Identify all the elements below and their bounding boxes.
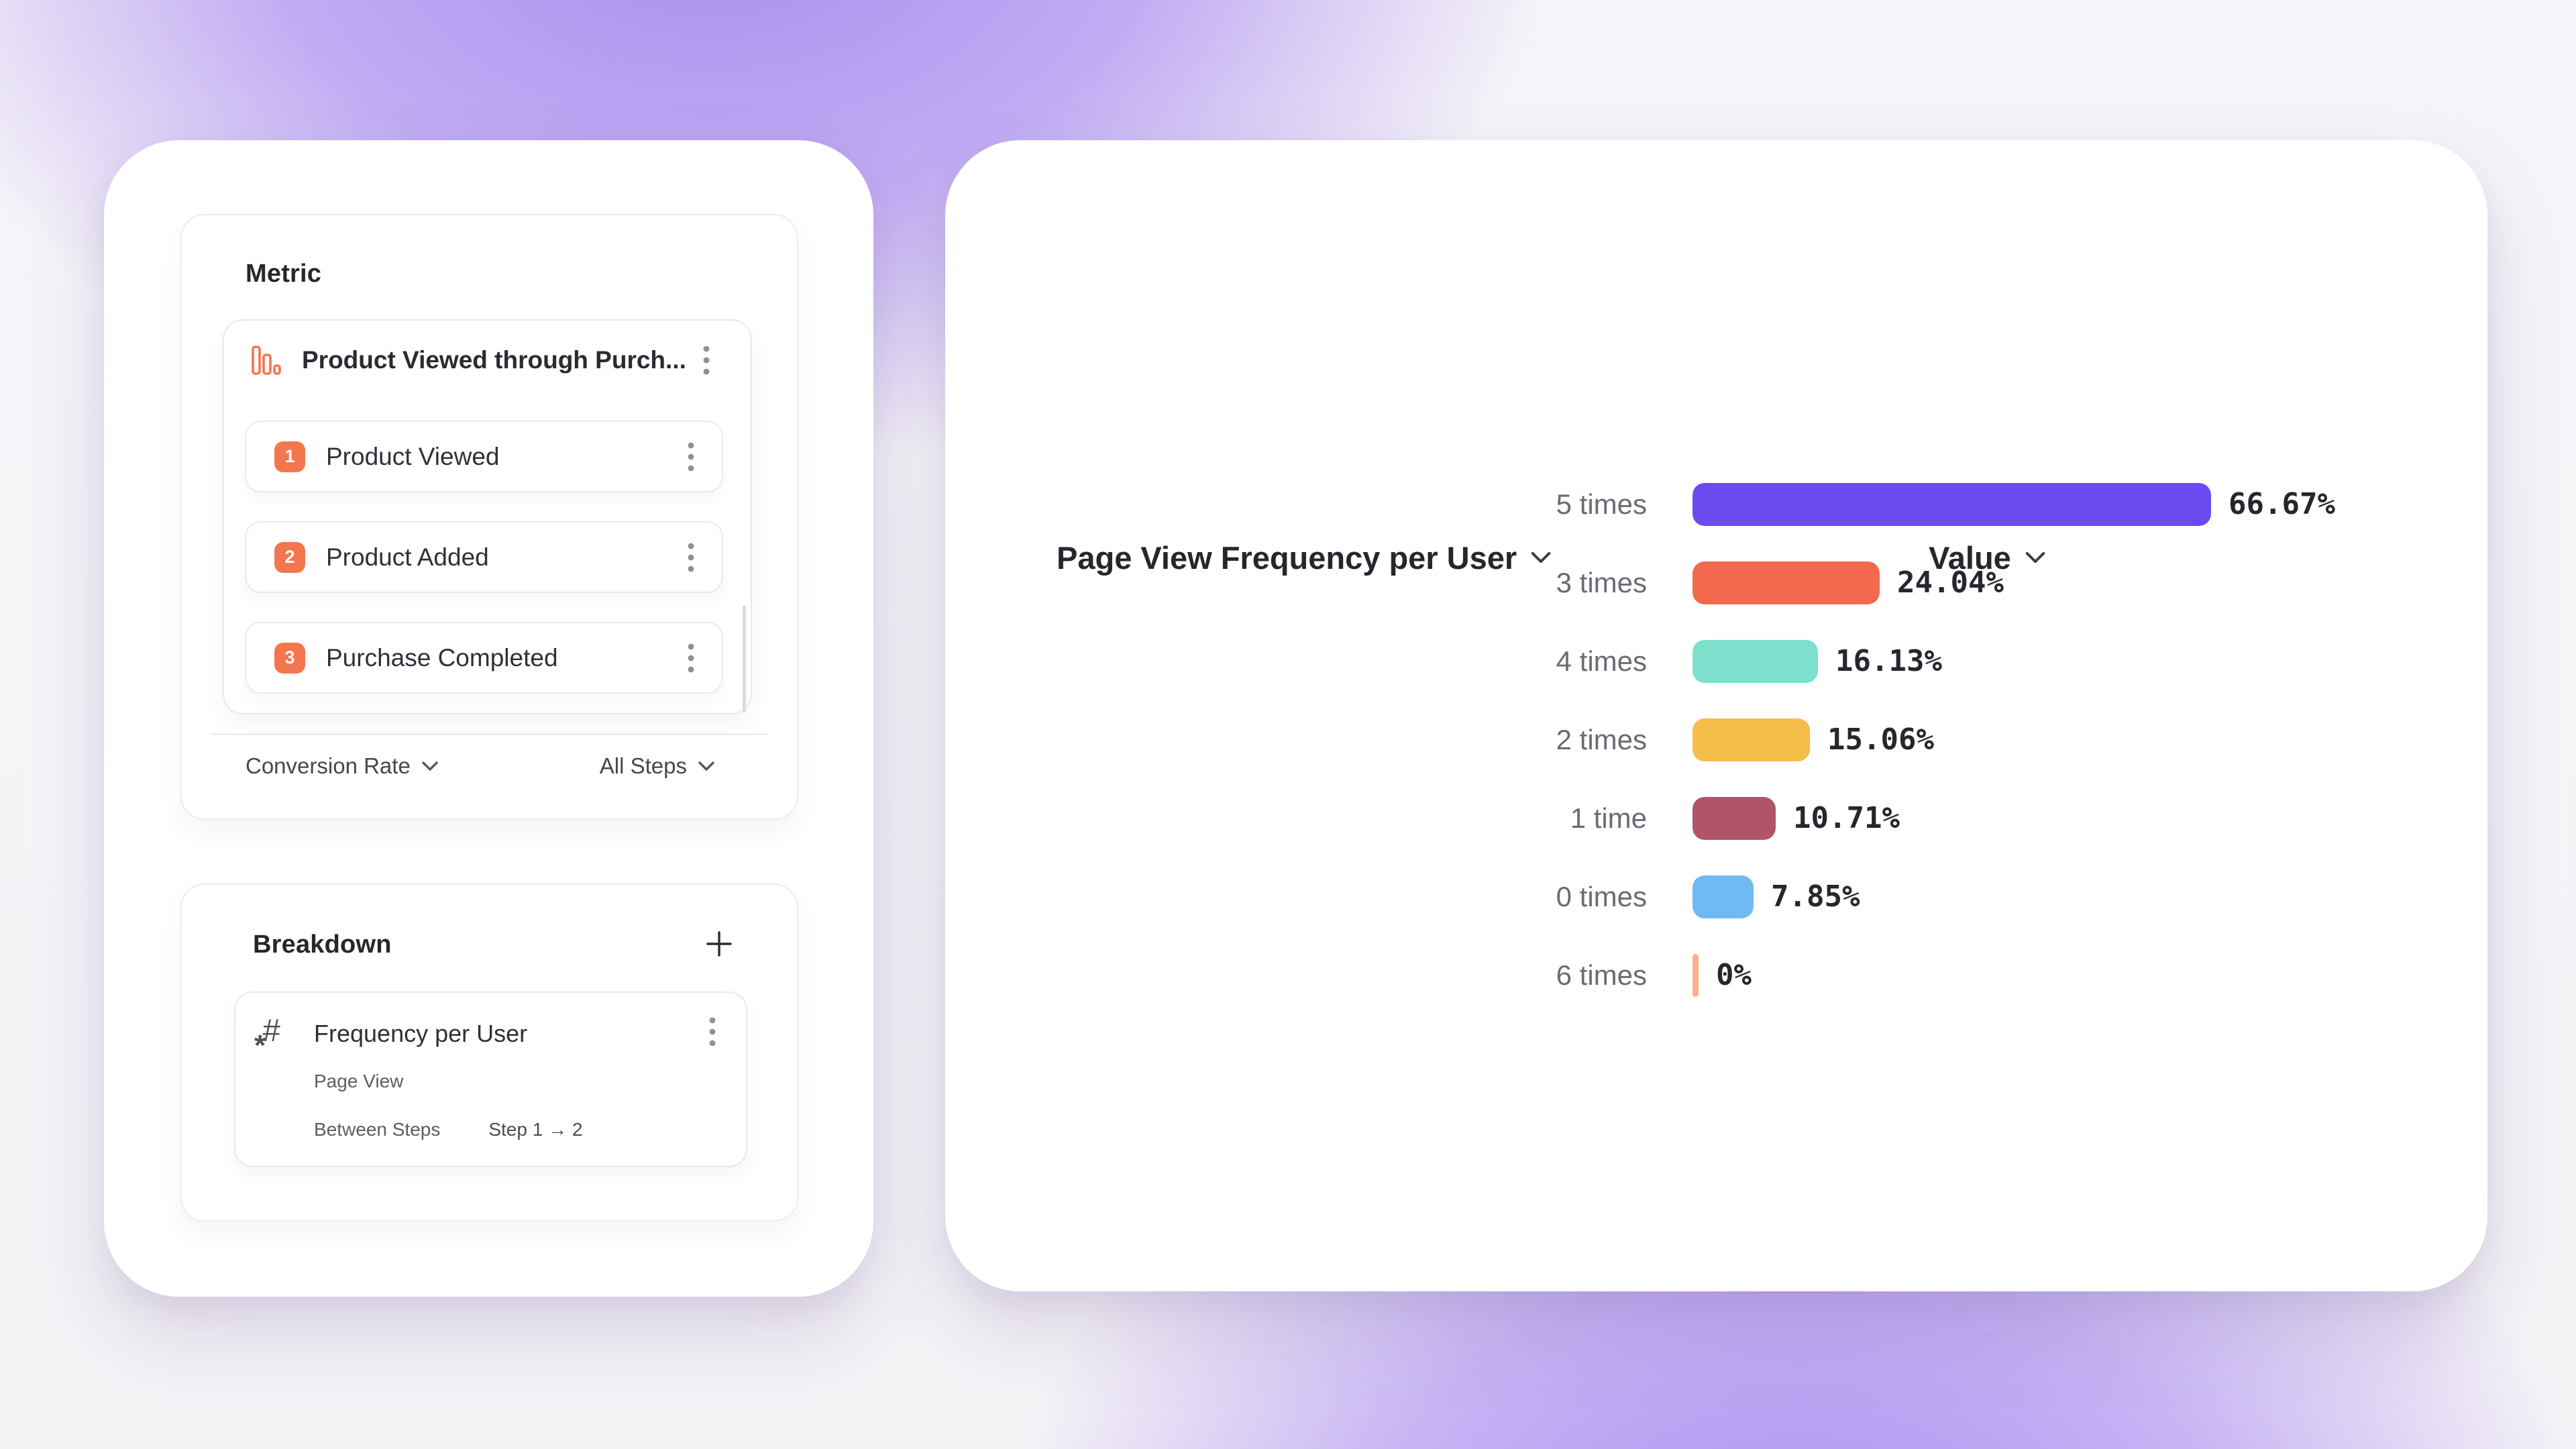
bar-category-label: 3 times — [1556, 566, 1647, 598]
bar-value-label: 66.67% — [2229, 487, 2335, 521]
value-dropdown[interactable]: Value — [1929, 536, 2046, 579]
bar-value-label: 15.06% — [1827, 722, 1934, 757]
bar[interactable] — [1693, 561, 1880, 604]
breakdown-scope-value: Step 1 → 2 — [488, 1119, 583, 1140]
chart-panel: Page View Frequency per User Value 5 tim… — [945, 140, 2487, 1291]
funnel-title-row[interactable]: Product Viewed through Purch... — [224, 321, 751, 400]
bar[interactable] — [1693, 875, 1754, 918]
funnel-chart-icon — [251, 345, 282, 376]
bar-value-label: 0% — [1716, 958, 1752, 992]
query-builder-panel: Metric Product Viewed through Purch... — [104, 140, 873, 1297]
bar-value-label: 16.13% — [1835, 644, 1942, 678]
chevron-down-icon — [422, 761, 438, 771]
chart-bar-row: 2 times 15.06% — [945, 700, 2487, 779]
chart-bar-row: 1 time 10.71% — [945, 779, 2487, 857]
measurement-dropdown-label: Conversion Rate — [246, 753, 411, 778]
metric-card: Metric Product Viewed through Purch... — [180, 214, 798, 820]
chart-bar-row: 5 times 66.67% — [945, 465, 2487, 543]
step-label: Purchase Completed — [326, 643, 558, 672]
bar-category-label: 2 times — [1556, 723, 1647, 755]
chevron-down-icon — [1531, 551, 1551, 564]
breakdown-heading: Breakdown — [253, 930, 392, 959]
funnel-steps-list: 1 Product Viewed 2 Product Added 3 Purchase C… — [245, 421, 723, 722]
value-dropdown-label: Value — [1929, 539, 2011, 576]
funnel-step-row[interactable]: 2 Product Added — [245, 521, 723, 593]
step-number-badge: 2 — [274, 541, 305, 573]
funnel-container: Product Viewed through Purch... 1 Product… — [223, 319, 752, 714]
numeric-property-icon: # * — [254, 1012, 280, 1062]
chart-bar-row: 4 times 16.13% — [945, 622, 2487, 700]
breakdown-item-title: Frequency per User — [314, 1020, 528, 1047]
bar-value-label: 24.04% — [1897, 566, 2004, 600]
breakdown-scope-label: Between Steps — [314, 1119, 441, 1140]
bar-value-label: 10.71% — [1793, 801, 1900, 835]
divider — [211, 733, 768, 735]
bar-category-label: 0 times — [1556, 880, 1647, 912]
bar[interactable] — [1693, 639, 1818, 683]
bar[interactable] — [1693, 953, 1699, 997]
step-number-badge: 1 — [274, 441, 305, 472]
series-dropdown-label: Page View Frequency per User — [1057, 539, 1517, 576]
chart-bar-row: 6 times 0% — [945, 936, 2487, 1014]
measurement-dropdown[interactable]: Conversion Rate — [246, 753, 439, 779]
bar[interactable] — [1693, 482, 2211, 526]
bar[interactable] — [1693, 796, 1776, 840]
kebab-menu-icon[interactable] — [678, 438, 704, 476]
chart-bar-row: 3 times 24.04% — [945, 543, 2487, 622]
step-number-badge: 3 — [274, 642, 305, 674]
series-dropdown[interactable]: Page View Frequency per User — [1057, 536, 1552, 579]
step-label: Product Viewed — [326, 442, 500, 470]
funnel-step-row[interactable]: 3 Purchase Completed — [245, 622, 723, 694]
kebab-menu-icon[interactable] — [678, 639, 704, 677]
step-label: Product Added — [326, 543, 489, 571]
kebab-menu-icon[interactable] — [678, 539, 704, 576]
chevron-down-icon — [2025, 551, 2045, 564]
kebab-menu-icon[interactable] — [693, 341, 720, 379]
add-breakdown-button[interactable] — [703, 928, 735, 960]
bar-category-label: 6 times — [1556, 959, 1647, 991]
bar-value-label: 7.85% — [1771, 879, 1860, 914]
bar-category-label: 5 times — [1556, 488, 1647, 520]
chart-bar-row: 0 times 7.85% — [945, 857, 2487, 936]
metric-footer: Conversion Rate All Steps — [246, 744, 715, 788]
bar[interactable] — [1693, 718, 1810, 761]
bar-category-label: 4 times — [1556, 645, 1647, 677]
kebab-menu-icon[interactable] — [699, 1013, 726, 1051]
chevron-down-icon — [698, 761, 714, 771]
bar-chart: 5 times 66.67% 3 times 24.04% 4 times 16.13% 2… — [945, 465, 2487, 1014]
funnel-step-row[interactable]: 1 Product Viewed — [245, 421, 723, 492]
scrollbar-thumb[interactable] — [743, 605, 746, 712]
funnel-title: Product Viewed through Purch... — [302, 346, 686, 374]
metric-heading: Metric — [246, 260, 322, 288]
breakdown-scope-row: Between Steps Step 1 → 2 — [314, 1119, 582, 1140]
breakdown-item[interactable]: # * Frequency per User Page View Between … — [234, 991, 747, 1167]
steps-filter-dropdown-label: All Steps — [599, 753, 687, 778]
breakdown-card: Breakdown # * Frequency per User Page Vie… — [180, 883, 798, 1222]
breakdown-event-label: Page View — [314, 1071, 404, 1091]
steps-filter-dropdown[interactable]: All Steps — [600, 753, 715, 779]
bar-category-label: 1 time — [1570, 802, 1647, 834]
